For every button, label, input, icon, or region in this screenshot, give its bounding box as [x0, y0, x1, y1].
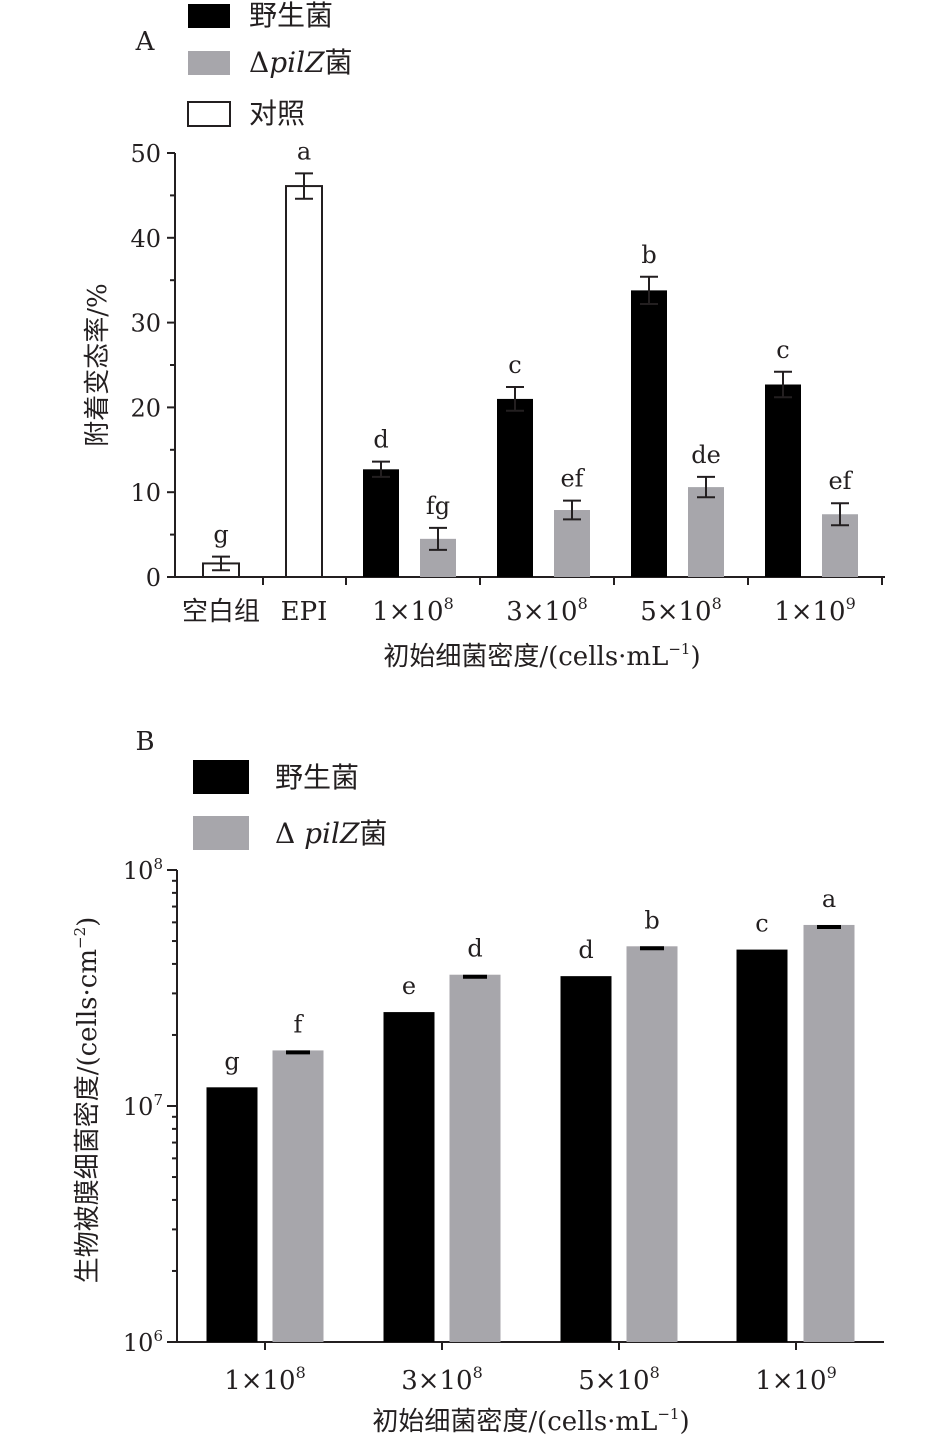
error-bar-mutant	[831, 502, 849, 527]
legend-label-wild-type: 野生菌	[249, 0, 333, 32]
y-tick-label: 50	[130, 140, 161, 168]
bar-wild-type	[631, 290, 667, 577]
bar-mutant	[554, 510, 590, 577]
legend-swatch-wild-type	[193, 760, 249, 794]
y-axis-title: 生物被膜细菌密度/(cells·cm−2)	[71, 917, 103, 1284]
x-tick-label: 1×109	[774, 594, 856, 627]
bar-control	[285, 185, 323, 579]
significance-letter: fg	[426, 492, 450, 520]
significance-letter: ef	[560, 465, 585, 493]
error-bar-mutant	[697, 475, 715, 499]
significance-letter: b	[644, 906, 659, 934]
significance-letter: b	[641, 241, 656, 269]
y-tick-label: 108	[123, 855, 163, 885]
x-tick-label: 1×109	[755, 1363, 837, 1396]
legend-label-mutant: Δ pilZ菌	[275, 817, 387, 850]
legend-swatch-wild-type	[188, 4, 230, 28]
significance-letter: ef	[828, 467, 853, 495]
bar-wild-type	[736, 949, 788, 1342]
significance-letter: d	[373, 426, 388, 454]
y-tick-label: 20	[130, 394, 161, 422]
error-bar-control	[212, 555, 230, 572]
x-tick-label: 1×108	[224, 1363, 306, 1396]
x-axis-title: 初始细菌密度/(cells·mL−1)	[383, 640, 700, 672]
significance-letter: e	[402, 972, 416, 1000]
significance-letter: a	[822, 885, 836, 913]
significance-letter: de	[691, 441, 721, 469]
bar-wild-type	[497, 398, 533, 577]
error-bar-control	[295, 172, 313, 200]
legend-swatch-mutant	[193, 816, 249, 850]
x-tick-label: 5×108	[640, 594, 722, 627]
y-tick-label: 40	[130, 225, 161, 253]
significance-letter: g	[213, 521, 228, 549]
x-tick-label: 3×108	[401, 1363, 483, 1396]
y-tick-label: 107	[123, 1091, 163, 1121]
legend-label-wild-type: 野生菌	[275, 761, 359, 794]
significance-letter: a	[297, 137, 311, 165]
x-tick-label: 5×108	[578, 1363, 660, 1396]
panel-label-a: A	[135, 27, 156, 57]
significance-letter: g	[224, 1047, 239, 1075]
bar-mutant	[803, 924, 855, 1342]
significance-letter: c	[508, 351, 521, 379]
bar-wild-type	[206, 1087, 258, 1342]
error-bar-wild-type	[372, 460, 390, 478]
error-bar-mutant	[429, 526, 447, 551]
significance-letter: f	[294, 1010, 305, 1038]
bar-wild-type	[363, 469, 399, 577]
error-bar-wild-type	[640, 275, 658, 305]
bar-mutant	[272, 1050, 324, 1342]
significance-letter: d	[467, 935, 482, 963]
x-tick-label: 3×108	[506, 594, 588, 627]
y-tick-label: 30	[130, 310, 161, 338]
bar-wild-type	[383, 1012, 435, 1342]
x-tick-label: 1×108	[372, 594, 454, 627]
error-bar-wild-type	[506, 386, 524, 412]
y-tick-label: 0	[146, 564, 161, 592]
y-axis-title: 附着变态率/%	[83, 283, 113, 446]
legend-swatch-control	[187, 101, 231, 127]
bar-mutant	[688, 487, 724, 577]
significance-letter: c	[776, 336, 789, 364]
legend-label-control: 对照	[249, 97, 305, 130]
x-tick-label: EPI	[281, 597, 328, 627]
y-tick-label: 106	[123, 1327, 163, 1357]
chart-panel-b: B 野生菌 Δ pilZ菌 106 107 108 1×108 3×108 5×108 1×109…	[71, 727, 884, 1437]
bar-mutant	[449, 974, 501, 1342]
error-bar-mutant	[563, 499, 581, 521]
legend-swatch-mutant	[188, 51, 230, 75]
panel-label-b: B	[135, 727, 154, 757]
y-tick-label: 10	[130, 479, 161, 507]
error-bar-wild-type	[774, 370, 792, 399]
significance-letter: c	[755, 910, 768, 938]
legend-label-mutant: ΔpilZ菌	[249, 46, 353, 79]
bar-wild-type	[560, 976, 612, 1342]
significance-letter: d	[578, 936, 593, 964]
bar-wild-type	[765, 384, 801, 577]
x-tick-label: 空白组	[182, 597, 260, 627]
x-axis-title: 初始细菌密度/(cells·mL−1)	[372, 1405, 689, 1437]
bar-mutant	[626, 946, 678, 1342]
